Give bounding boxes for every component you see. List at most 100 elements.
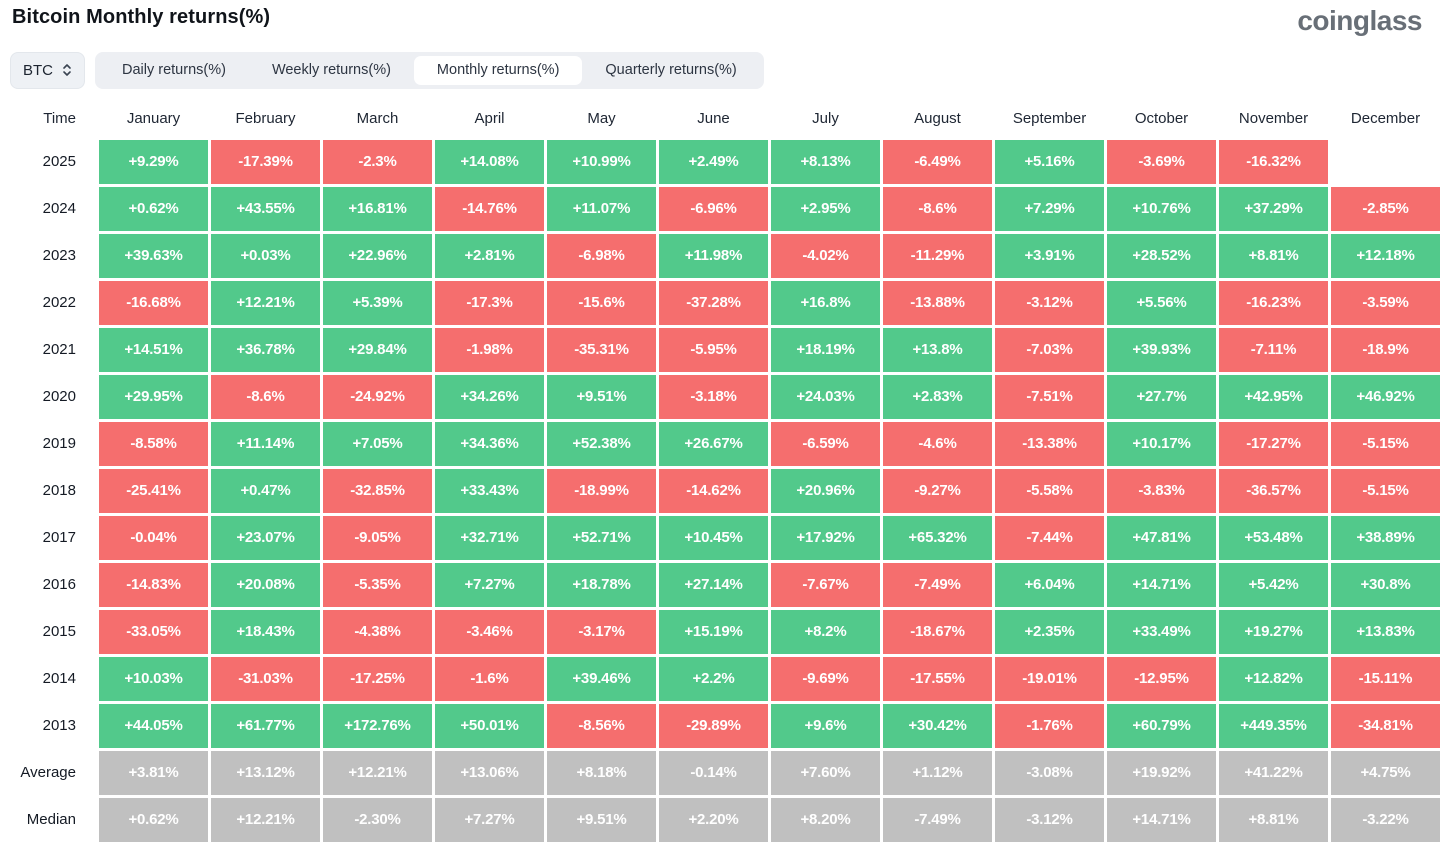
return-cell: +16.81% bbox=[323, 186, 432, 231]
row-label: 2018 bbox=[42, 482, 76, 500]
column-header: July bbox=[812, 109, 839, 127]
return-cell: +61.77% bbox=[211, 703, 320, 748]
return-cell: +172.76% bbox=[323, 703, 432, 748]
tab-weekly[interactable]: Weekly returns(%) bbox=[271, 62, 391, 79]
return-cell: -7.11% bbox=[1219, 327, 1328, 372]
return-cell: -3.12% bbox=[995, 797, 1104, 842]
return-cell: -4.38% bbox=[323, 609, 432, 654]
return-cell: -8.58% bbox=[99, 421, 208, 466]
return-cell: -18.99% bbox=[547, 468, 656, 513]
return-cell: -4.02% bbox=[771, 233, 880, 278]
return-cell: -5.95% bbox=[659, 327, 768, 372]
return-cell: -3.83% bbox=[1107, 468, 1216, 513]
return-cell: +6.04% bbox=[995, 562, 1104, 607]
return-cell: -7.67% bbox=[771, 562, 880, 607]
tab-group: Daily returns(%) Weekly returns(%) Monthly… bbox=[95, 51, 764, 89]
return-cell: +33.49% bbox=[1107, 609, 1216, 654]
tab-monthly[interactable]: Monthly returns(%) bbox=[413, 55, 583, 85]
return-cell: +52.71% bbox=[547, 515, 656, 560]
return-cell: +7.27% bbox=[435, 797, 544, 842]
return-cell: -37.28% bbox=[659, 280, 768, 325]
return-cell: +14.71% bbox=[1107, 797, 1216, 842]
return-cell: +14.51% bbox=[99, 327, 208, 372]
return-cell: -7.49% bbox=[883, 562, 992, 607]
return-cell: -2.3% bbox=[323, 139, 432, 184]
return-cell: +23.07% bbox=[211, 515, 320, 560]
return-cell: -16.23% bbox=[1219, 280, 1328, 325]
return-cell: +0.62% bbox=[99, 186, 208, 231]
return-cell: +8.13% bbox=[771, 139, 880, 184]
row-label: 2017 bbox=[42, 529, 76, 547]
return-cell: +10.99% bbox=[547, 139, 656, 184]
return-cell: +5.16% bbox=[995, 139, 1104, 184]
return-cell: -12.95% bbox=[1107, 656, 1216, 701]
return-cell: +41.22% bbox=[1219, 750, 1328, 795]
return-cell: -13.38% bbox=[995, 421, 1104, 466]
return-cell: +47.81% bbox=[1107, 515, 1216, 560]
return-cell: -3.22% bbox=[1331, 797, 1440, 842]
return-cell: -1.98% bbox=[435, 327, 544, 372]
row-label: Average bbox=[20, 764, 76, 782]
return-cell: +0.62% bbox=[99, 797, 208, 842]
tab-quarterly[interactable]: Quarterly returns(%) bbox=[605, 62, 737, 79]
return-cell: -1.6% bbox=[435, 656, 544, 701]
return-cell: +12.21% bbox=[323, 750, 432, 795]
return-cell: -14.62% bbox=[659, 468, 768, 513]
return-cell: -33.05% bbox=[99, 609, 208, 654]
return-cell: +46.92% bbox=[1331, 374, 1440, 419]
return-cell: +18.43% bbox=[211, 609, 320, 654]
row-label: 2021 bbox=[42, 341, 76, 359]
row-label: 2023 bbox=[42, 247, 76, 265]
return-cell: -11.29% bbox=[883, 233, 992, 278]
symbol-selector-value: BTC bbox=[23, 61, 53, 79]
return-cell: +2.49% bbox=[659, 139, 768, 184]
return-cell: -29.89% bbox=[659, 703, 768, 748]
return-cell: +9.51% bbox=[547, 797, 656, 842]
return-cell: +2.95% bbox=[771, 186, 880, 231]
return-cell: +22.96% bbox=[323, 233, 432, 278]
return-cell: -5.35% bbox=[323, 562, 432, 607]
row-label: 2014 bbox=[42, 670, 76, 688]
return-cell: -6.49% bbox=[883, 139, 992, 184]
return-cell: +32.71% bbox=[435, 515, 544, 560]
return-cell: +20.08% bbox=[211, 562, 320, 607]
return-cell: +8.2% bbox=[771, 609, 880, 654]
return-cell: +12.82% bbox=[1219, 656, 1328, 701]
return-cell: -0.04% bbox=[99, 515, 208, 560]
return-cell: +12.21% bbox=[211, 797, 320, 842]
return-cell: +4.75% bbox=[1331, 750, 1440, 795]
return-cell: -9.27% bbox=[883, 468, 992, 513]
return-cell: +9.29% bbox=[99, 139, 208, 184]
row-label: 2020 bbox=[42, 388, 76, 406]
return-cell: +11.98% bbox=[659, 233, 768, 278]
return-cell: -34.81% bbox=[1331, 703, 1440, 748]
return-cell: -8.56% bbox=[547, 703, 656, 748]
return-cell: +24.03% bbox=[771, 374, 880, 419]
return-cell: -17.3% bbox=[435, 280, 544, 325]
return-cell: +2.35% bbox=[995, 609, 1104, 654]
return-cell: -17.25% bbox=[323, 656, 432, 701]
return-cell: -3.46% bbox=[435, 609, 544, 654]
return-cell: +7.60% bbox=[771, 750, 880, 795]
return-cell: +8.20% bbox=[771, 797, 880, 842]
return-cell: +44.05% bbox=[99, 703, 208, 748]
return-cell: +19.92% bbox=[1107, 750, 1216, 795]
return-cell: -17.27% bbox=[1219, 421, 1328, 466]
tab-daily[interactable]: Daily returns(%) bbox=[122, 62, 226, 79]
return-cell: -24.92% bbox=[323, 374, 432, 419]
return-cell: +16.8% bbox=[771, 280, 880, 325]
return-cell: +2.20% bbox=[659, 797, 768, 842]
return-cell: +26.67% bbox=[659, 421, 768, 466]
return-cell: +43.55% bbox=[211, 186, 320, 231]
return-cell: +8.18% bbox=[547, 750, 656, 795]
symbol-selector[interactable]: BTC bbox=[10, 51, 85, 89]
return-cell: +10.76% bbox=[1107, 186, 1216, 231]
return-cell: -9.05% bbox=[323, 515, 432, 560]
return-cell: +18.19% bbox=[771, 327, 880, 372]
return-cell: -14.83% bbox=[99, 562, 208, 607]
column-header-time: Time bbox=[43, 109, 76, 127]
return-cell: +13.8% bbox=[883, 327, 992, 372]
return-cell: +65.32% bbox=[883, 515, 992, 560]
return-cell: -19.01% bbox=[995, 656, 1104, 701]
